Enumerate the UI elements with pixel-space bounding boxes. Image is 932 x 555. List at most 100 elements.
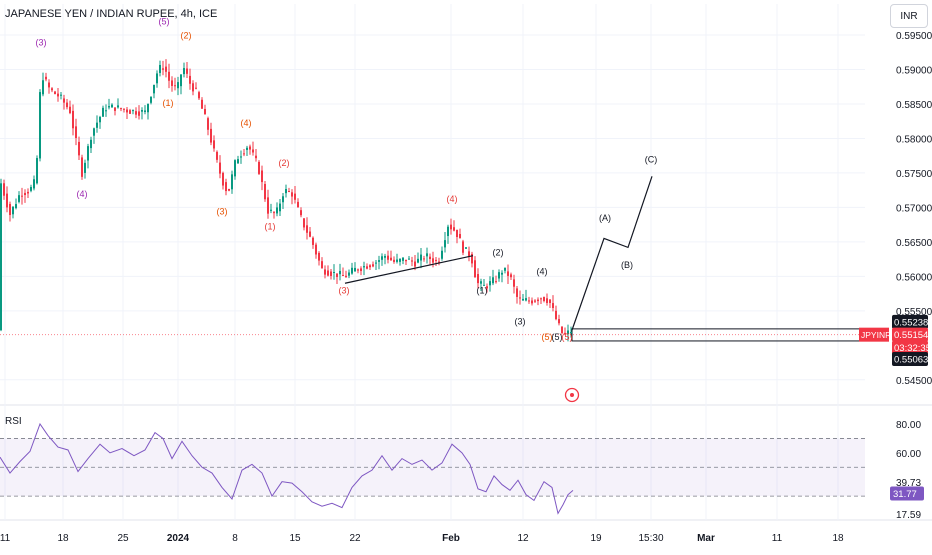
candle-body — [51, 88, 53, 91]
candle-body — [306, 225, 308, 233]
candle-body — [120, 108, 122, 110]
candle-body — [93, 128, 95, 136]
candle-body — [15, 204, 17, 209]
candle-body — [144, 110, 146, 112]
wave-label: (3) — [515, 317, 526, 327]
candle-body — [198, 92, 200, 99]
countdown-tag-bg — [892, 340, 928, 355]
candle-body — [423, 258, 425, 260]
candle-body — [252, 149, 254, 153]
candle-body — [504, 267, 506, 271]
candle-body — [174, 85, 176, 87]
candle-body — [387, 255, 389, 260]
candle-body — [501, 272, 503, 275]
candle-body — [465, 247, 467, 249]
price-tick-label: 0.58500 — [896, 100, 932, 111]
candle-body — [156, 73, 158, 84]
candle-body — [114, 107, 116, 111]
candle-body — [96, 122, 98, 128]
candle-body — [450, 224, 452, 230]
projection-path — [571, 176, 653, 331]
candle-body — [189, 75, 191, 84]
candle-body — [54, 91, 56, 95]
rsi-current-tag: 31.77 — [893, 489, 917, 500]
time-tick-label: Feb — [442, 533, 460, 544]
candle-body — [279, 203, 281, 212]
candle-body — [315, 244, 317, 255]
candle-body — [462, 241, 464, 253]
candle-body — [6, 193, 8, 208]
candle-body — [336, 273, 338, 277]
candle-body — [288, 191, 290, 193]
candle-body — [3, 183, 5, 196]
time-tick-label: 22 — [349, 533, 361, 544]
candle-body — [78, 141, 80, 156]
time-tick-label: 25 — [117, 533, 129, 544]
wave-label: (2) — [493, 248, 504, 258]
currency-selector[interactable]: INR — [890, 4, 928, 28]
candle-body — [459, 233, 461, 239]
candle-body — [567, 330, 569, 335]
candle-body — [207, 118, 209, 130]
candle-body — [234, 160, 236, 177]
candle-body — [366, 266, 368, 269]
candle-body — [285, 189, 287, 194]
candle-body — [171, 80, 173, 86]
candle-body — [492, 277, 494, 284]
candle-body — [102, 107, 104, 117]
candle-body — [549, 299, 551, 303]
candle-body — [87, 146, 89, 161]
candle-body — [219, 162, 221, 174]
candle-body — [429, 256, 431, 260]
candle-body — [168, 71, 170, 81]
candle-body — [399, 258, 401, 262]
wave-label: (A) — [599, 213, 611, 223]
wave-label: (4) — [241, 118, 252, 128]
wave-label: (1) — [265, 221, 276, 231]
rsi-tick-label: 39.73 — [896, 478, 921, 489]
zone-bottom-tag: 0.55063 — [894, 354, 928, 365]
candle-body — [162, 68, 164, 70]
candle-body — [396, 259, 398, 262]
candle-body — [270, 209, 272, 211]
candle-body — [195, 87, 197, 89]
candle-body — [414, 261, 416, 267]
candle-body — [222, 172, 224, 186]
target-marker-icon — [564, 387, 580, 403]
candle-body — [360, 268, 362, 272]
candle-body — [372, 264, 374, 267]
candle-body — [564, 332, 566, 334]
candle-body — [273, 212, 275, 214]
candle-body — [438, 261, 440, 263]
wave-label: (4) — [77, 189, 88, 199]
candle-body — [72, 110, 74, 129]
candle-body — [201, 99, 203, 109]
candle-body — [411, 260, 413, 262]
symbol-title: JAPANESE YEN / INDIAN RUPEE, 4h, ICE — [5, 8, 218, 20]
time-tick-label: 8 — [232, 533, 238, 544]
candle-body — [375, 262, 377, 264]
candle-body — [507, 271, 509, 276]
candle-body — [276, 207, 278, 214]
candle-body — [117, 105, 119, 108]
current-price-tag-bg — [892, 327, 928, 342]
candle-body — [126, 109, 128, 113]
candle-body — [237, 159, 239, 164]
candle-body — [483, 284, 485, 286]
candle-body — [543, 297, 545, 301]
rsi-tick-label: 17.59 — [896, 510, 921, 521]
candle-body — [498, 272, 500, 279]
time-tick-label: 11 — [0, 533, 11, 544]
time-tick-label: 19 — [590, 533, 602, 544]
candle-body — [147, 103, 149, 113]
candle-body — [453, 227, 455, 231]
candle-body — [477, 274, 479, 284]
candle-body — [528, 300, 530, 302]
candle-body — [24, 192, 26, 196]
candle-body — [489, 281, 491, 286]
candle-body — [474, 260, 476, 278]
candle-body — [135, 111, 137, 115]
wave-label: (2) — [279, 158, 290, 168]
candle-body — [303, 218, 305, 228]
